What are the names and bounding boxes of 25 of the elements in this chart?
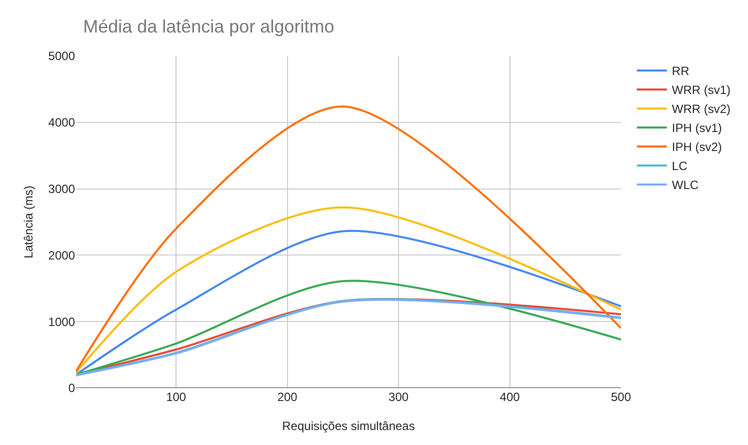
legend-label: LC (672, 159, 688, 174)
y-tick-label: 2000 (48, 248, 76, 262)
line-series (76, 105, 621, 372)
y-axis-title: Latência (ms) (22, 186, 36, 258)
x-tick-label: 500 (610, 390, 632, 404)
legend-label: IPH (sv2) (672, 140, 722, 154)
y-tick-label: 1000 (48, 314, 76, 329)
legend-label: WLC (672, 178, 699, 192)
y-tick-label: 4000 (48, 116, 76, 130)
chart-title: Média da latência por algoritmo (83, 16, 334, 37)
y-tick-label: 0 (68, 381, 76, 396)
y-tick-label: 3000 (48, 182, 76, 196)
x-tick-label: 300 (388, 390, 409, 404)
x-tick-label: 200 (277, 390, 298, 404)
x-axis-title: Requisições simultâneas (282, 418, 415, 433)
legend-label: IPH (sv1) (672, 121, 722, 136)
legend-label: WRR (sv2) (672, 102, 731, 116)
x-tick-label: 100 (166, 390, 186, 404)
line-series (76, 206, 621, 374)
line-series (76, 280, 621, 376)
legend-label: WRR (sv1) (672, 83, 731, 98)
y-tick-label: 5000 (48, 49, 76, 64)
line-series (76, 230, 621, 376)
legend-label: RR (672, 64, 690, 78)
x-tick-label: 400 (500, 390, 520, 404)
